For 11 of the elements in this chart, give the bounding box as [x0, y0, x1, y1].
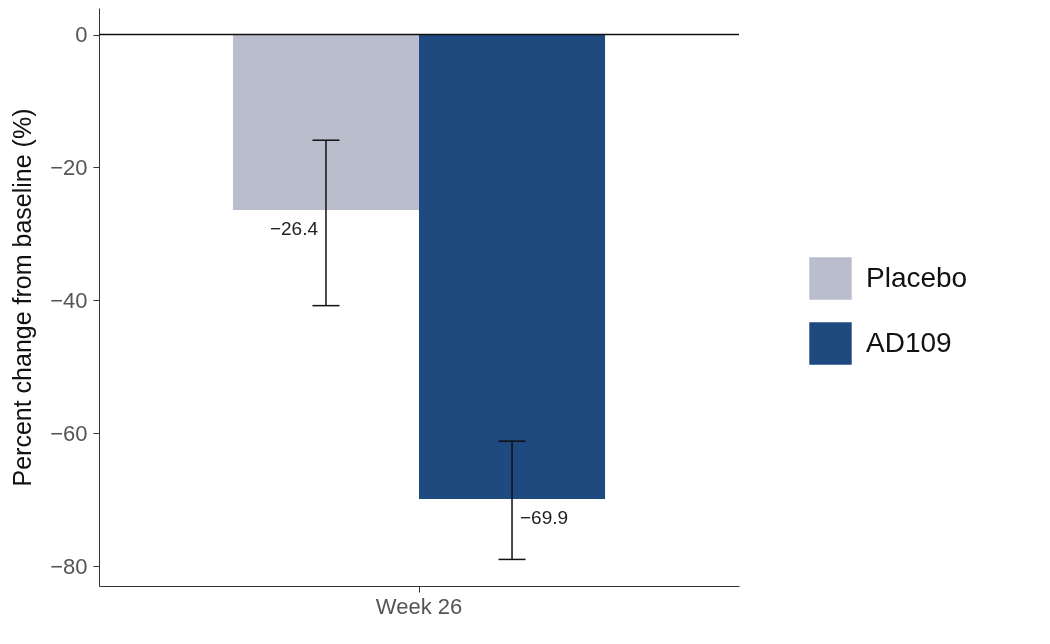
data-label: −69.9 [520, 506, 569, 528]
legend-label: AD109 [866, 326, 952, 358]
legend-label: Placebo [866, 261, 968, 293]
y-axis-title: Percent change from baseline (%) [8, 108, 37, 487]
y-tick-label: −60 [50, 420, 88, 446]
data-label: −26.4 [269, 217, 319, 239]
y-tick-label: 0 [75, 22, 88, 48]
y-tick-label: −40 [50, 287, 88, 313]
y-tick-label: −80 [50, 553, 88, 579]
x-tick-label: Week 26 [375, 593, 463, 619]
y-tick-label: −20 [50, 154, 88, 180]
